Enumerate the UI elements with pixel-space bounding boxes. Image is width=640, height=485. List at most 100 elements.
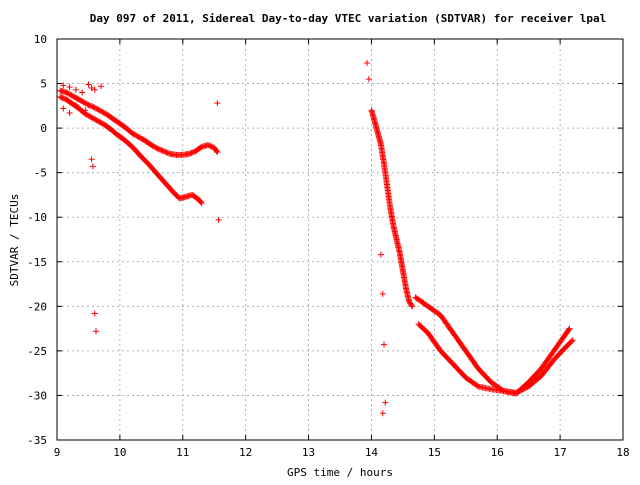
data-point xyxy=(90,104,97,111)
data-point xyxy=(381,341,388,348)
grid-layer xyxy=(57,39,623,440)
x-tick-label: 9 xyxy=(54,446,61,459)
y-tick-label: -30 xyxy=(27,389,47,402)
data-point xyxy=(150,143,157,150)
data-point xyxy=(87,113,94,120)
y-tick-label: -25 xyxy=(27,345,47,358)
marks-layer xyxy=(57,60,576,417)
data-point xyxy=(409,303,416,310)
plot-frame xyxy=(56,38,624,441)
data-point xyxy=(365,76,372,83)
data-point xyxy=(134,133,141,140)
data-point xyxy=(149,142,156,149)
data-point xyxy=(63,89,70,96)
data-point xyxy=(513,389,520,396)
data-point xyxy=(568,338,575,345)
data-point xyxy=(204,142,211,149)
y-tick-label: -35 xyxy=(27,434,47,447)
data-point xyxy=(87,103,94,110)
data-point xyxy=(98,83,105,90)
y-axis-label: SDTVAR / TECUs xyxy=(8,194,21,287)
data-point xyxy=(523,384,530,391)
data-point xyxy=(160,148,167,155)
data-point xyxy=(86,112,93,119)
data-point xyxy=(88,114,95,121)
y-tick-label: -10 xyxy=(27,211,47,224)
data-point xyxy=(96,107,103,114)
data-point xyxy=(518,387,525,394)
data-point xyxy=(85,81,92,88)
data-point xyxy=(514,389,521,396)
series-outliers xyxy=(88,60,389,417)
data-point xyxy=(515,388,522,395)
x-tick-label: 12 xyxy=(239,446,252,459)
data-point xyxy=(516,387,523,394)
x-tick-label: 10 xyxy=(113,446,126,459)
data-point xyxy=(131,131,138,138)
data-point xyxy=(186,150,193,157)
data-point xyxy=(377,251,384,258)
data-point xyxy=(82,107,89,114)
data-point xyxy=(154,145,161,152)
series-late-descent xyxy=(368,107,416,310)
data-point xyxy=(66,109,73,116)
data-point xyxy=(84,101,91,108)
data-point xyxy=(163,149,170,156)
x-axis-label: GPS time / hours xyxy=(287,466,393,479)
data-point xyxy=(80,99,87,106)
data-point xyxy=(88,85,95,92)
data-point xyxy=(79,98,86,105)
data-point xyxy=(95,106,102,113)
data-point xyxy=(379,290,386,297)
data-point xyxy=(89,163,96,170)
data-point xyxy=(153,144,160,151)
data-point xyxy=(98,108,105,115)
data-point xyxy=(91,115,98,122)
data-point xyxy=(66,84,73,91)
data-point xyxy=(92,116,99,123)
data-point xyxy=(98,120,105,127)
data-point xyxy=(382,399,389,406)
data-point xyxy=(189,149,196,156)
data-point xyxy=(165,150,172,157)
data-point xyxy=(64,90,71,97)
data-point xyxy=(130,131,137,138)
y-tick-label: -5 xyxy=(34,167,47,180)
data-point xyxy=(58,94,65,101)
data-point xyxy=(197,199,204,206)
x-tick-label: 14 xyxy=(365,446,379,459)
data-point xyxy=(135,134,142,141)
series-early-cluster xyxy=(60,81,105,116)
data-point xyxy=(137,134,144,141)
tick-layer: 9 10 11 12 13 14 15 16 17 18 10 5 0 -5 -10 -15 -20 -25 -30… xyxy=(27,33,630,459)
data-point xyxy=(565,326,572,333)
data-point xyxy=(214,149,221,156)
data-point xyxy=(89,115,96,122)
data-point xyxy=(520,386,527,393)
data-point xyxy=(93,117,100,124)
data-point xyxy=(213,148,220,155)
data-point xyxy=(86,102,93,109)
data-point xyxy=(157,146,164,153)
data-point xyxy=(91,104,98,111)
data-point xyxy=(207,143,214,150)
data-point xyxy=(198,199,205,206)
data-point xyxy=(408,302,415,309)
data-point xyxy=(88,156,95,163)
data-point xyxy=(84,112,91,119)
data-point xyxy=(85,101,92,108)
data-point xyxy=(162,148,169,155)
data-point xyxy=(129,130,136,137)
x-tick-label: 17 xyxy=(553,446,566,459)
data-point xyxy=(72,86,79,93)
data-point xyxy=(65,90,72,97)
data-point xyxy=(566,325,573,332)
series-late-lower-band xyxy=(415,321,576,396)
data-point xyxy=(521,385,528,392)
data-point xyxy=(82,100,89,107)
series-early-upper-band xyxy=(57,87,221,158)
y-tick-label: 5 xyxy=(40,78,47,91)
